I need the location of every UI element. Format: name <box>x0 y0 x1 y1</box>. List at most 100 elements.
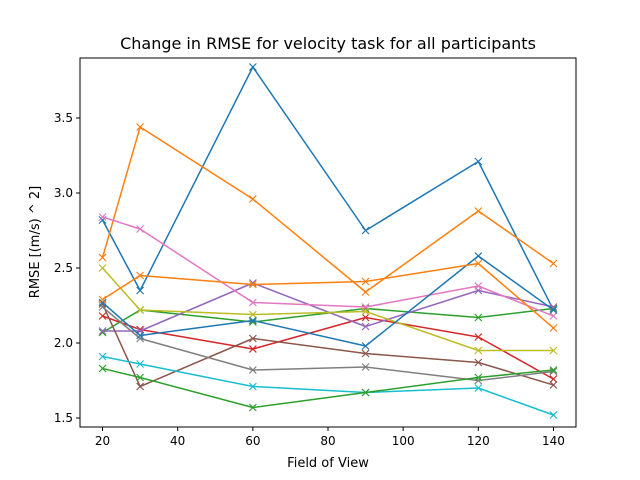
series-5-point <box>248 279 257 287</box>
series-7-point <box>136 225 145 233</box>
series-4-point <box>136 325 145 334</box>
series-4-point <box>549 375 558 383</box>
series-5-point <box>361 322 370 331</box>
series-10-point <box>248 382 257 391</box>
series-10-point <box>98 352 107 361</box>
series-7-point <box>98 213 107 221</box>
series-10-point <box>136 360 145 368</box>
series-1-point <box>248 63 257 71</box>
x-tick-label: 80 <box>320 434 335 448</box>
series-5 <box>98 279 558 335</box>
series-3-point <box>98 328 107 337</box>
series-2-point <box>361 288 370 296</box>
series-12-point <box>136 271 145 280</box>
series-1-point <box>136 286 145 295</box>
y-tick-label: 3.5 <box>54 111 73 125</box>
series-9-line <box>101 266 555 352</box>
x-axis-ticks: 20 40 60 80 100 120 140 <box>95 427 565 448</box>
x-tick-label: 60 <box>245 434 260 448</box>
series-layer <box>98 63 558 419</box>
series-13-point <box>98 364 107 373</box>
series-9-point <box>136 306 145 314</box>
series-9-point <box>361 307 370 316</box>
series-12-point <box>98 295 107 304</box>
series-1-point <box>361 226 370 235</box>
series-11-point <box>98 298 107 307</box>
series-12-point <box>549 324 558 332</box>
series-5-point <box>98 327 107 335</box>
series-13-point <box>248 403 257 412</box>
series-6-point <box>136 382 145 391</box>
series-3-point <box>248 318 257 326</box>
series-9-point <box>549 346 558 355</box>
series-2-point <box>549 259 558 268</box>
series-8-point <box>549 367 558 376</box>
series-11-point <box>549 306 558 314</box>
series-8 <box>98 303 558 385</box>
series-4 <box>98 312 558 383</box>
x-tick-label: 20 <box>95 434 110 448</box>
series-10-point <box>474 384 483 392</box>
series-2-point <box>136 123 145 131</box>
series-9-point <box>248 310 257 319</box>
x-tick-label: 100 <box>392 434 415 448</box>
series-12-point <box>361 277 370 286</box>
x-tick-label: 140 <box>542 434 565 448</box>
series-9-point <box>474 346 483 355</box>
series-11-point <box>361 342 370 350</box>
series-12-line <box>101 262 555 330</box>
series-7-point <box>474 282 483 290</box>
series-8-point <box>248 366 257 374</box>
series-11-point <box>248 316 257 325</box>
series-2-point <box>248 195 257 203</box>
y-axis-label: RMSE [(m/s) ^ 2] <box>28 186 43 298</box>
series-6-point <box>361 349 370 358</box>
series-12 <box>98 259 558 332</box>
series-2-line <box>101 126 555 293</box>
x-tick-label: 120 <box>467 434 490 448</box>
series-13-line <box>101 367 555 409</box>
series-8-line <box>101 305 555 382</box>
series-11-line <box>101 255 555 347</box>
series-3-point <box>474 313 483 322</box>
series-4-point <box>474 333 483 341</box>
series-8-point <box>136 334 145 343</box>
series-3-line <box>101 307 555 334</box>
y-tick-label: 3.0 <box>54 186 73 200</box>
series-13-point <box>361 388 370 397</box>
chart-title: Change in RMSE for velocity task for all… <box>120 34 536 53</box>
series-10 <box>98 352 558 419</box>
series-6-point <box>549 381 558 389</box>
series-7-point <box>248 298 257 307</box>
axes-frame <box>79 57 577 428</box>
series-13-point <box>549 366 558 374</box>
y-tick-label: 2.5 <box>54 261 73 275</box>
series-7-point <box>549 312 558 320</box>
series-13-point <box>136 373 145 382</box>
series-2-point <box>474 207 483 215</box>
series-4-point <box>98 312 107 320</box>
series-8-point <box>361 363 370 371</box>
series-1 <box>98 63 558 314</box>
series-5-point <box>549 303 558 311</box>
series-7-line <box>101 216 555 317</box>
series-1-point <box>474 157 483 166</box>
y-tick-label: 2.0 <box>54 336 73 350</box>
series-6-point <box>248 334 257 343</box>
series-7 <box>98 213 558 320</box>
series-11 <box>98 252 558 350</box>
series-11-point <box>474 252 483 260</box>
y-axis-ticks: 1.5 2.0 2.5 3.0 3.5 <box>54 111 80 425</box>
series-10-line <box>101 355 555 416</box>
x-axis-label: Field of View <box>287 456 369 471</box>
series-9-point <box>98 264 107 272</box>
series-13-point <box>474 373 483 382</box>
series-2 <box>98 123 558 296</box>
series-12-point <box>474 259 483 268</box>
series-4-point <box>248 345 257 353</box>
series-5-line <box>101 282 555 332</box>
y-tick-label: 1.5 <box>54 411 73 425</box>
series-13 <box>98 364 558 412</box>
series-12-point <box>248 280 257 289</box>
